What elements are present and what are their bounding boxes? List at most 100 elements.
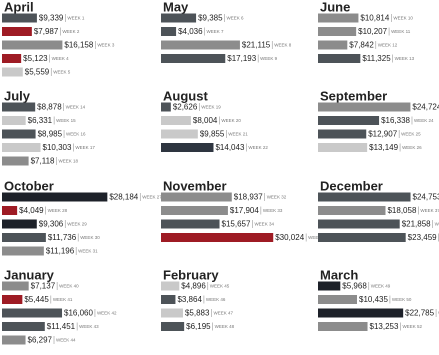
bar xyxy=(2,13,37,23)
category-label: WEEK 33 xyxy=(263,208,283,213)
bar xyxy=(2,27,32,36)
bar xyxy=(161,308,183,318)
value-label: $16,158 xyxy=(64,41,93,50)
value-label: $9,855 xyxy=(200,130,225,139)
bar xyxy=(161,40,240,50)
bar xyxy=(2,206,18,215)
category-label: WEEK 22 xyxy=(248,145,268,150)
category-label: WEEK 6 xyxy=(227,16,245,21)
bar xyxy=(2,295,23,304)
category-label: WEEK 46 xyxy=(206,297,226,302)
bar xyxy=(161,13,197,23)
bar xyxy=(161,219,220,229)
category-label: WEEK 20 xyxy=(221,118,241,123)
value-label: $16,338 xyxy=(381,116,410,125)
category-label: WEEK 42 xyxy=(97,311,117,316)
category-label: WEEK 32 xyxy=(267,195,287,200)
category-label: WEEK 52 xyxy=(402,324,422,329)
value-label: $11,196 xyxy=(46,247,75,256)
bar xyxy=(318,219,400,229)
category-label: WEEK 40 xyxy=(59,284,79,289)
bar xyxy=(2,102,36,112)
bar xyxy=(161,116,191,125)
value-label: $9,306 xyxy=(39,220,64,229)
category-label: WEEK 11 xyxy=(391,29,411,34)
category-label: WEEK 24 xyxy=(414,118,434,123)
bar xyxy=(2,233,46,242)
bar xyxy=(318,322,368,331)
value-label: $10,303 xyxy=(43,143,72,152)
value-label: $8,878 xyxy=(37,103,62,112)
value-label: $21,115 xyxy=(242,41,271,50)
category-label: WEEK 10 xyxy=(393,16,413,21)
bar xyxy=(2,156,29,166)
value-label: $10,207 xyxy=(358,27,387,36)
bar xyxy=(161,102,171,112)
category-label: WEEK 18 xyxy=(58,159,78,164)
panel-title: June xyxy=(320,0,350,14)
bar xyxy=(161,54,226,63)
category-label: WEEK 34 xyxy=(254,222,274,227)
bar xyxy=(2,67,23,77)
value-label: $17,193 xyxy=(227,54,256,63)
category-label: WEEK 45 xyxy=(210,284,230,289)
category-label: WEEK 2 xyxy=(62,29,80,34)
bar xyxy=(2,322,45,331)
category-label: WEEK 37 xyxy=(420,208,439,213)
category-label: WEEK 31 xyxy=(78,249,98,254)
panel-title: September xyxy=(320,88,387,103)
bar xyxy=(161,27,177,36)
category-label: WEEK 14 xyxy=(66,105,86,110)
bar xyxy=(161,322,185,331)
bar xyxy=(318,129,367,139)
bar xyxy=(318,192,411,202)
value-label: $28,184 xyxy=(109,193,138,202)
bar xyxy=(161,233,274,242)
category-label: WEEK 25 xyxy=(401,132,421,137)
category-label: WEEK 49 xyxy=(371,284,391,289)
value-label: $21,858 xyxy=(402,220,431,229)
category-label: WEEK 5 xyxy=(53,70,71,75)
bar xyxy=(318,54,361,63)
bar xyxy=(318,13,359,23)
panel-title: January xyxy=(4,267,55,282)
value-label: $6,195 xyxy=(186,322,211,331)
category-label: WEEK 17 xyxy=(75,145,95,150)
category-label: WEEK 9 xyxy=(260,56,278,61)
panel-title: April xyxy=(4,0,34,14)
category-label: WEEK 50 xyxy=(392,297,412,302)
value-label: $24,753 xyxy=(413,193,439,202)
value-label: $18,937 xyxy=(234,193,263,202)
value-label: $18,058 xyxy=(387,206,416,215)
value-label: $5,123 xyxy=(23,54,48,63)
panel-title: March xyxy=(320,267,358,282)
value-label: $4,036 xyxy=(178,27,203,36)
bar xyxy=(318,116,380,125)
bar xyxy=(2,335,26,345)
bar xyxy=(318,233,406,242)
value-label: $9,339 xyxy=(39,14,64,23)
bar xyxy=(318,281,341,291)
bar xyxy=(2,40,63,50)
value-label: $17,904 xyxy=(230,206,259,215)
bar xyxy=(318,102,411,112)
category-label: WEEK 3 xyxy=(97,43,115,48)
bar xyxy=(161,206,228,215)
category-label: WEEK 13 xyxy=(395,56,415,61)
category-label: WEEK 38 xyxy=(435,222,439,227)
value-label: $11,736 xyxy=(48,233,77,242)
panel-title: August xyxy=(163,88,208,103)
bar xyxy=(318,308,404,318)
category-label: WEEK 43 xyxy=(79,324,99,329)
value-label: $5,968 xyxy=(342,282,367,291)
category-label: WEEK 29 xyxy=(67,222,87,227)
value-label: $2,626 xyxy=(173,103,198,112)
value-label: $6,331 xyxy=(28,116,53,125)
value-label: $5,559 xyxy=(25,68,50,77)
value-label: $10,435 xyxy=(359,295,388,304)
bar xyxy=(2,116,26,125)
value-label: $5,883 xyxy=(185,309,210,318)
value-label: $8,004 xyxy=(193,116,218,125)
bar xyxy=(161,295,176,304)
